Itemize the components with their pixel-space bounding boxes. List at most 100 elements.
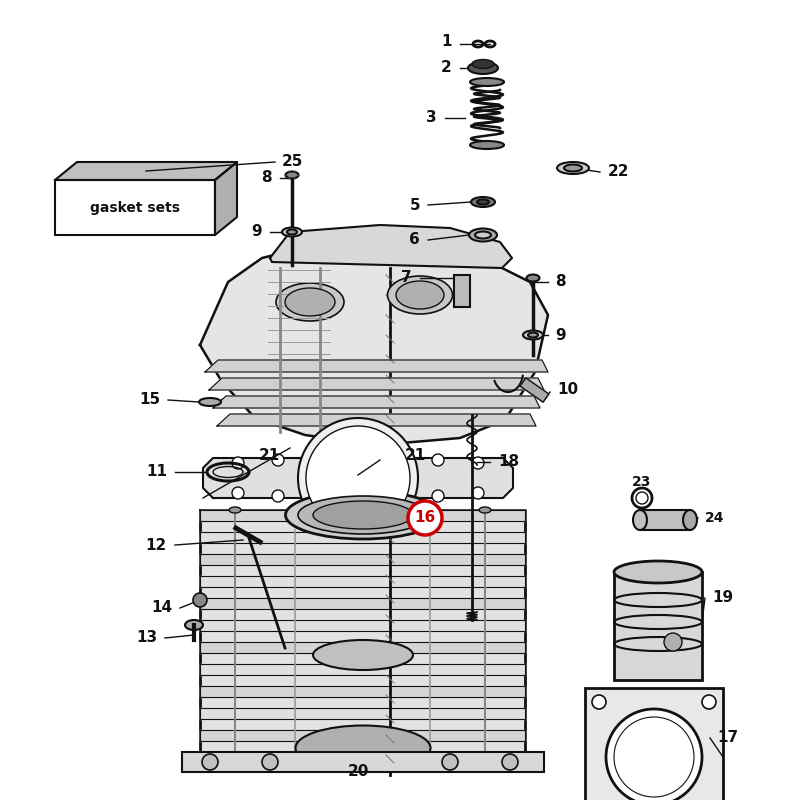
Ellipse shape — [313, 501, 413, 529]
Circle shape — [298, 418, 418, 538]
Text: 12: 12 — [146, 538, 167, 553]
Ellipse shape — [387, 276, 453, 314]
Text: 20: 20 — [347, 765, 369, 779]
Polygon shape — [205, 360, 548, 372]
Polygon shape — [215, 162, 237, 235]
Ellipse shape — [287, 230, 297, 234]
Circle shape — [442, 754, 458, 770]
Text: 9: 9 — [251, 225, 262, 239]
Text: 22: 22 — [608, 165, 630, 179]
Ellipse shape — [526, 274, 539, 282]
Polygon shape — [200, 576, 525, 587]
Circle shape — [592, 695, 606, 709]
Bar — [614, 572, 702, 680]
Text: 19: 19 — [712, 590, 733, 606]
Circle shape — [614, 717, 694, 797]
Text: 25: 25 — [282, 154, 303, 170]
Bar — [55, 180, 215, 235]
Polygon shape — [200, 554, 525, 565]
Text: 1: 1 — [442, 34, 452, 50]
Bar — [585, 688, 723, 800]
Ellipse shape — [564, 165, 582, 171]
Polygon shape — [520, 378, 549, 402]
Ellipse shape — [396, 281, 444, 309]
Ellipse shape — [285, 288, 335, 316]
Text: 9: 9 — [555, 327, 566, 342]
Circle shape — [606, 709, 702, 800]
Ellipse shape — [470, 78, 504, 86]
Text: 18: 18 — [498, 454, 519, 470]
Circle shape — [432, 454, 444, 466]
Ellipse shape — [479, 507, 491, 513]
Polygon shape — [270, 225, 512, 268]
Polygon shape — [200, 708, 525, 719]
Ellipse shape — [477, 199, 489, 205]
Ellipse shape — [475, 231, 491, 238]
Ellipse shape — [528, 333, 538, 338]
Circle shape — [502, 754, 518, 770]
Text: 23: 23 — [632, 475, 652, 489]
Text: 16: 16 — [414, 510, 436, 526]
Text: 15: 15 — [139, 393, 160, 407]
Polygon shape — [203, 458, 513, 498]
Text: 17: 17 — [717, 730, 738, 746]
Circle shape — [272, 454, 284, 466]
Polygon shape — [200, 510, 525, 521]
Polygon shape — [200, 730, 525, 741]
Circle shape — [702, 695, 716, 709]
Polygon shape — [200, 510, 525, 760]
Polygon shape — [200, 532, 525, 543]
Polygon shape — [55, 162, 237, 180]
Ellipse shape — [229, 507, 241, 513]
Ellipse shape — [313, 640, 413, 670]
Ellipse shape — [199, 398, 221, 406]
Text: 21: 21 — [258, 447, 280, 462]
Polygon shape — [200, 598, 525, 609]
Circle shape — [232, 487, 244, 499]
Ellipse shape — [282, 227, 302, 237]
Polygon shape — [209, 378, 544, 390]
Text: 3: 3 — [426, 110, 437, 126]
Text: 14: 14 — [151, 601, 172, 615]
Circle shape — [408, 501, 442, 535]
Polygon shape — [200, 686, 525, 697]
Ellipse shape — [286, 491, 441, 539]
Polygon shape — [200, 664, 525, 675]
Ellipse shape — [298, 496, 428, 534]
Bar — [454, 275, 470, 307]
Circle shape — [202, 754, 218, 770]
Text: 8: 8 — [262, 170, 272, 186]
Text: 2: 2 — [442, 61, 452, 75]
Polygon shape — [200, 242, 548, 445]
Ellipse shape — [295, 726, 430, 770]
Circle shape — [262, 754, 278, 770]
Text: 6: 6 — [410, 233, 420, 247]
Bar — [182, 752, 544, 772]
Ellipse shape — [614, 561, 702, 583]
Ellipse shape — [472, 59, 494, 69]
Text: 24: 24 — [705, 511, 725, 525]
Ellipse shape — [523, 330, 543, 339]
Text: 5: 5 — [410, 198, 420, 213]
Ellipse shape — [286, 171, 298, 178]
Circle shape — [306, 426, 410, 530]
Circle shape — [472, 487, 484, 499]
Text: gasket sets: gasket sets — [90, 201, 180, 215]
Text: 11: 11 — [146, 465, 167, 479]
Ellipse shape — [664, 633, 682, 651]
Polygon shape — [217, 414, 536, 426]
Ellipse shape — [469, 229, 497, 242]
Circle shape — [232, 457, 244, 469]
Ellipse shape — [683, 510, 697, 530]
Bar — [640, 510, 690, 530]
Circle shape — [472, 457, 484, 469]
Ellipse shape — [185, 620, 203, 630]
Circle shape — [272, 490, 284, 502]
Text: 21: 21 — [405, 447, 426, 462]
Ellipse shape — [471, 197, 495, 207]
Ellipse shape — [557, 162, 589, 174]
Polygon shape — [200, 620, 525, 631]
Text: 13: 13 — [136, 630, 157, 646]
Ellipse shape — [470, 141, 504, 149]
Ellipse shape — [276, 283, 344, 321]
